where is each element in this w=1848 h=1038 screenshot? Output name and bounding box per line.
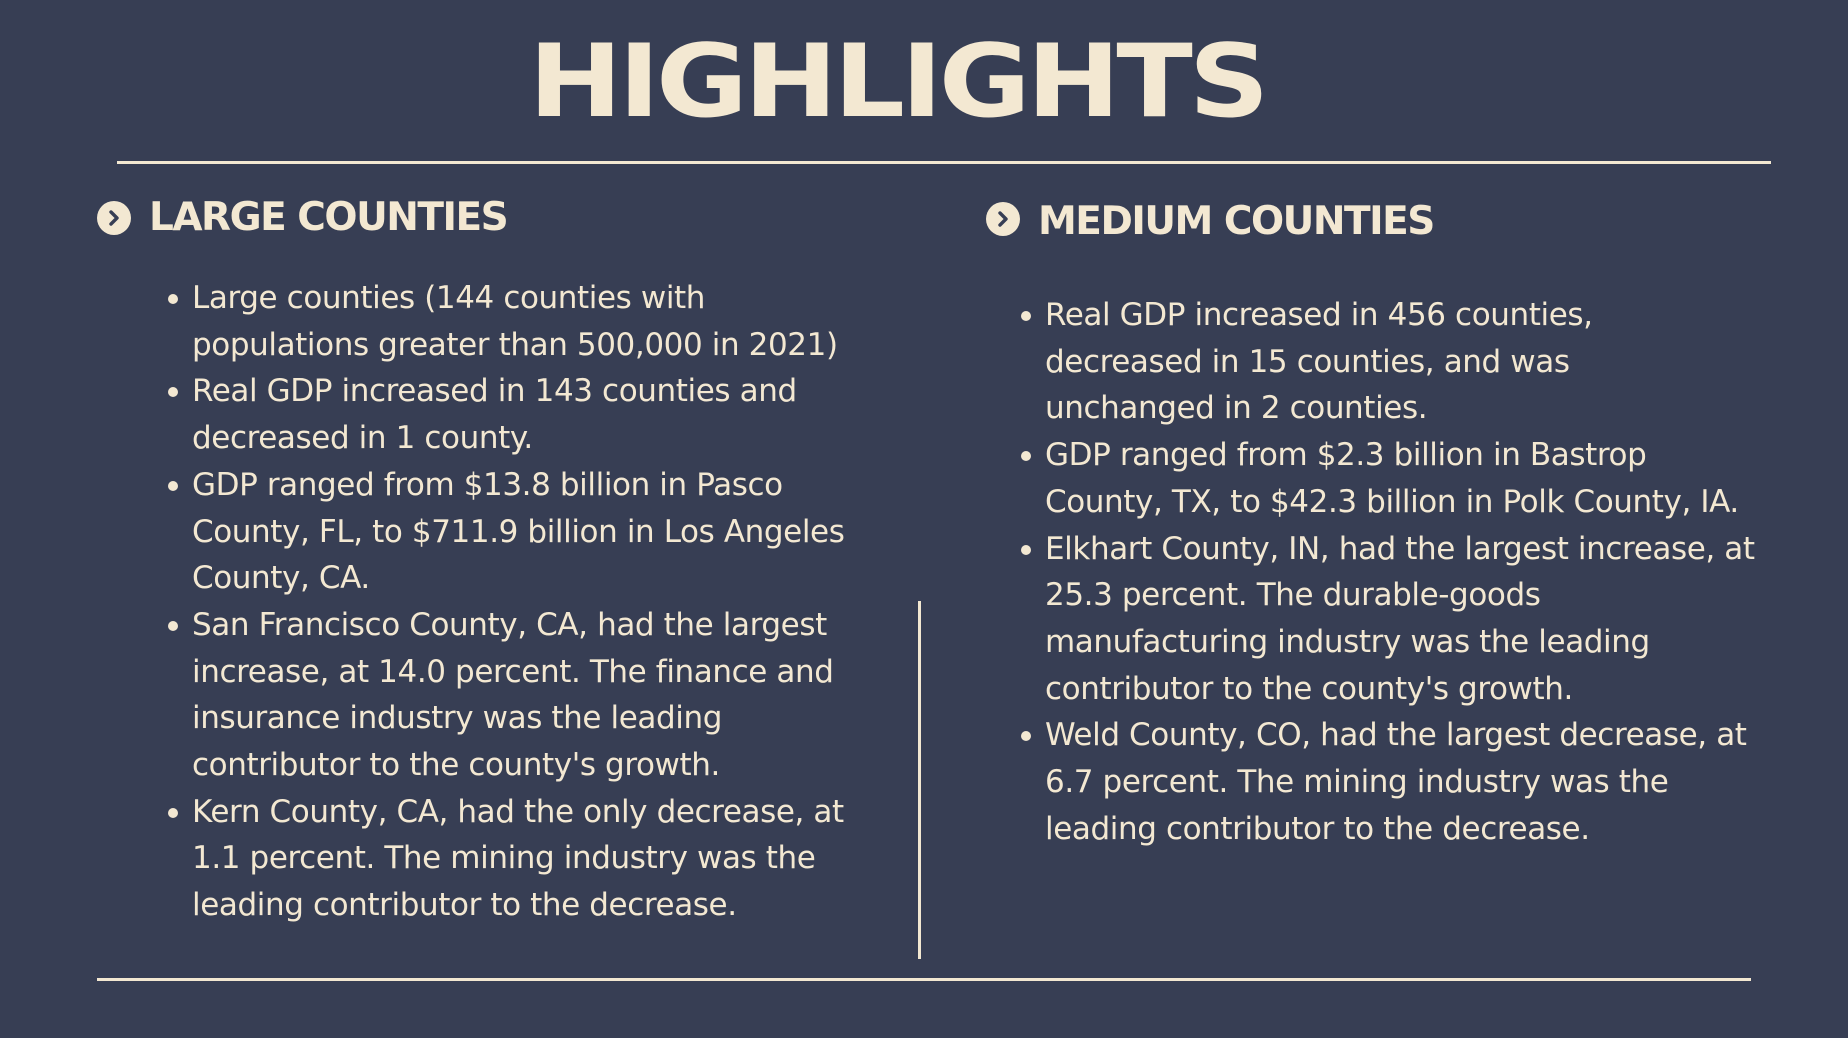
top-divider [117, 161, 1771, 164]
large-counties-list: Large counties (144 counties with popula… [168, 275, 892, 929]
large-counties-header: LARGE COUNTIES [97, 195, 509, 240]
list-item: San Francisco County, CA, had the larges… [168, 602, 892, 789]
list-item: Real GDP increased in 143 counties and d… [168, 368, 892, 461]
column-divider [918, 601, 921, 959]
medium-counties-list: Real GDP increased in 456 counties, decr… [1021, 292, 1765, 852]
list-item: Elkhart County, IN, had the largest incr… [1021, 526, 1765, 713]
chevron-right-circle-icon [986, 201, 1020, 236]
list-item: Real GDP increased in 456 counties, decr… [1021, 292, 1765, 432]
list-item: Weld County, CO, had the largest decreas… [1021, 712, 1765, 852]
large-counties-heading: LARGE COUNTIES [149, 195, 509, 240]
list-item: GDP ranged from $13.8 billion in Pasco C… [168, 462, 892, 602]
bottom-divider [97, 978, 1751, 981]
list-item: GDP ranged from $2.3 billion in Bastrop … [1021, 432, 1765, 525]
list-item: Large counties (144 counties with popula… [168, 275, 892, 368]
chevron-right-circle-icon [97, 201, 131, 235]
list-item: Kern County, CA, had the only decrease, … [168, 789, 892, 929]
medium-counties-heading: MEDIUM COUNTIES [1038, 199, 1435, 244]
medium-counties-header: MEDIUM COUNTIES [986, 193, 1435, 244]
page-title: HIGHLIGHTS [528, 23, 1270, 141]
